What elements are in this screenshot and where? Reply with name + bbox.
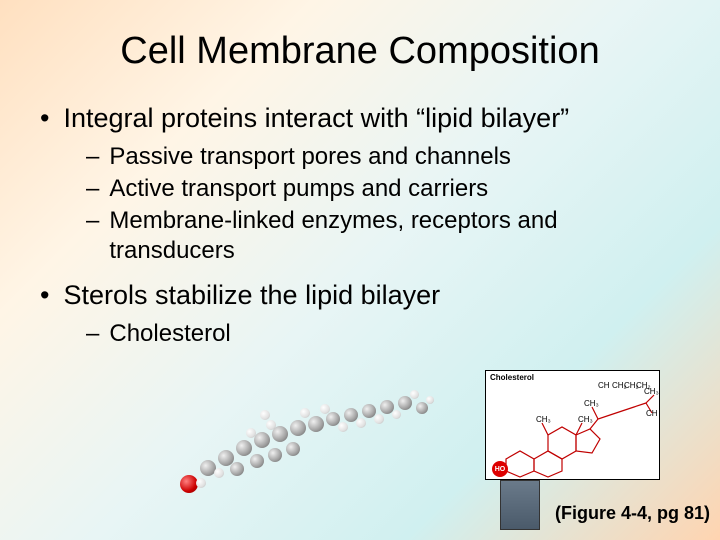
bullet-active-transport: Active transport pumps and carriers [86, 174, 690, 204]
bullet-text: Cholesterol [109, 319, 230, 349]
label-ch3: CH₃ [644, 387, 659, 396]
label-ch3: CH₃ [536, 415, 551, 424]
bullet-passive-transport: Passive transport pores and channels [86, 142, 690, 172]
figure-reference: (Figure 4-4, pg 81) [555, 503, 710, 524]
bullet-membrane-enzymes: Membrane-linked enzymes, receptors and t… [86, 206, 690, 266]
bullet-cholesterol: Cholesterol [86, 319, 690, 349]
bullet-text: Active transport pumps and carriers [109, 174, 488, 204]
ho-badge: HO [492, 461, 508, 477]
cholesterol-3d-model [170, 390, 470, 510]
bullet-text: Sterols stabilize the lipid bilayer [63, 280, 440, 311]
slide-container: Cell Membrane Composition Integral prote… [0, 0, 720, 371]
bullet-integral-proteins: Integral proteins interact with “lipid b… [40, 103, 690, 134]
slide-title: Cell Membrane Composition [30, 30, 690, 73]
bullet-sterols: Sterols stabilize the lipid bilayer [40, 280, 690, 311]
bullet-text: Membrane-linked enzymes, receptors and t… [109, 206, 669, 266]
bullet-text: Integral proteins interact with “lipid b… [63, 103, 569, 134]
cholesterol-structural-formula: Cholesterol CH₃ CH₃ CH₃ CH CH₂ CH₂ CH₂ C… [485, 370, 660, 480]
label-ch: CH [598, 381, 610, 390]
label-ch: CH [646, 409, 658, 418]
label-ch3: CH₃ [578, 415, 593, 424]
bullet-text: Passive transport pores and channels [109, 142, 511, 172]
textbook-cover-thumbnail [500, 480, 540, 530]
label-ch3: CH₃ [584, 399, 599, 408]
